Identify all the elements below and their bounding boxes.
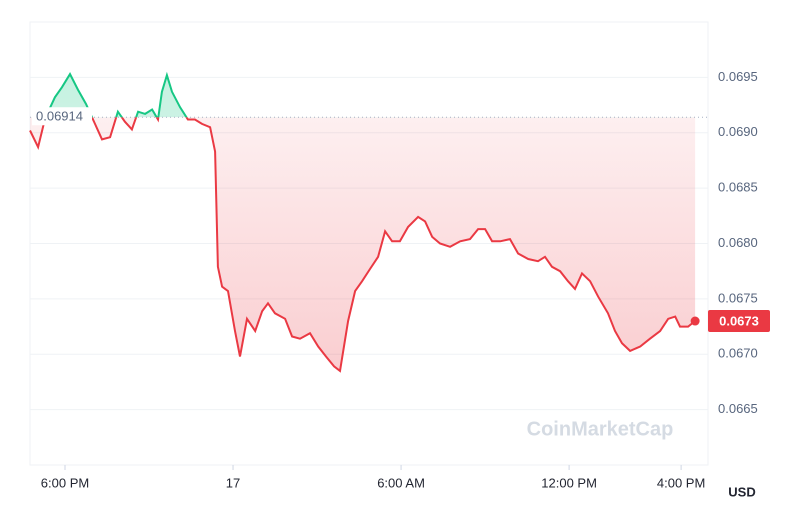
y-tick-label: 0.0680 [718, 235, 758, 250]
price-badge-label: 0.0673 [719, 313, 759, 328]
y-tick-label: 0.0665 [718, 401, 758, 416]
watermark: CoinMarketCap [527, 418, 674, 440]
price-line-up [44, 71, 188, 118]
y-tick-label: 0.0690 [718, 124, 758, 139]
y-tick-label: 0.0695 [718, 69, 758, 84]
x-tick-label: 6:00 PM [41, 475, 89, 490]
currency-label: USD [728, 484, 755, 499]
y-tick-label: 0.0685 [718, 180, 758, 195]
reference-label-bg [32, 107, 92, 126]
area-down [30, 117, 696, 371]
x-tick-label: 4:00 PM [657, 475, 705, 490]
last-point [690, 316, 700, 326]
x-tick-label: 12:00 PM [541, 475, 597, 490]
x-tick-label: 17 [226, 475, 240, 490]
price-line-down [29, 117, 696, 373]
y-tick-label: 0.0670 [718, 346, 758, 361]
x-tick-label: 6:00 AM [377, 475, 425, 490]
y-tick-label: 0.0675 [718, 290, 758, 305]
price-badge [708, 310, 770, 333]
reference-label: 0.06914 [36, 109, 83, 124]
area-up [30, 74, 696, 118]
